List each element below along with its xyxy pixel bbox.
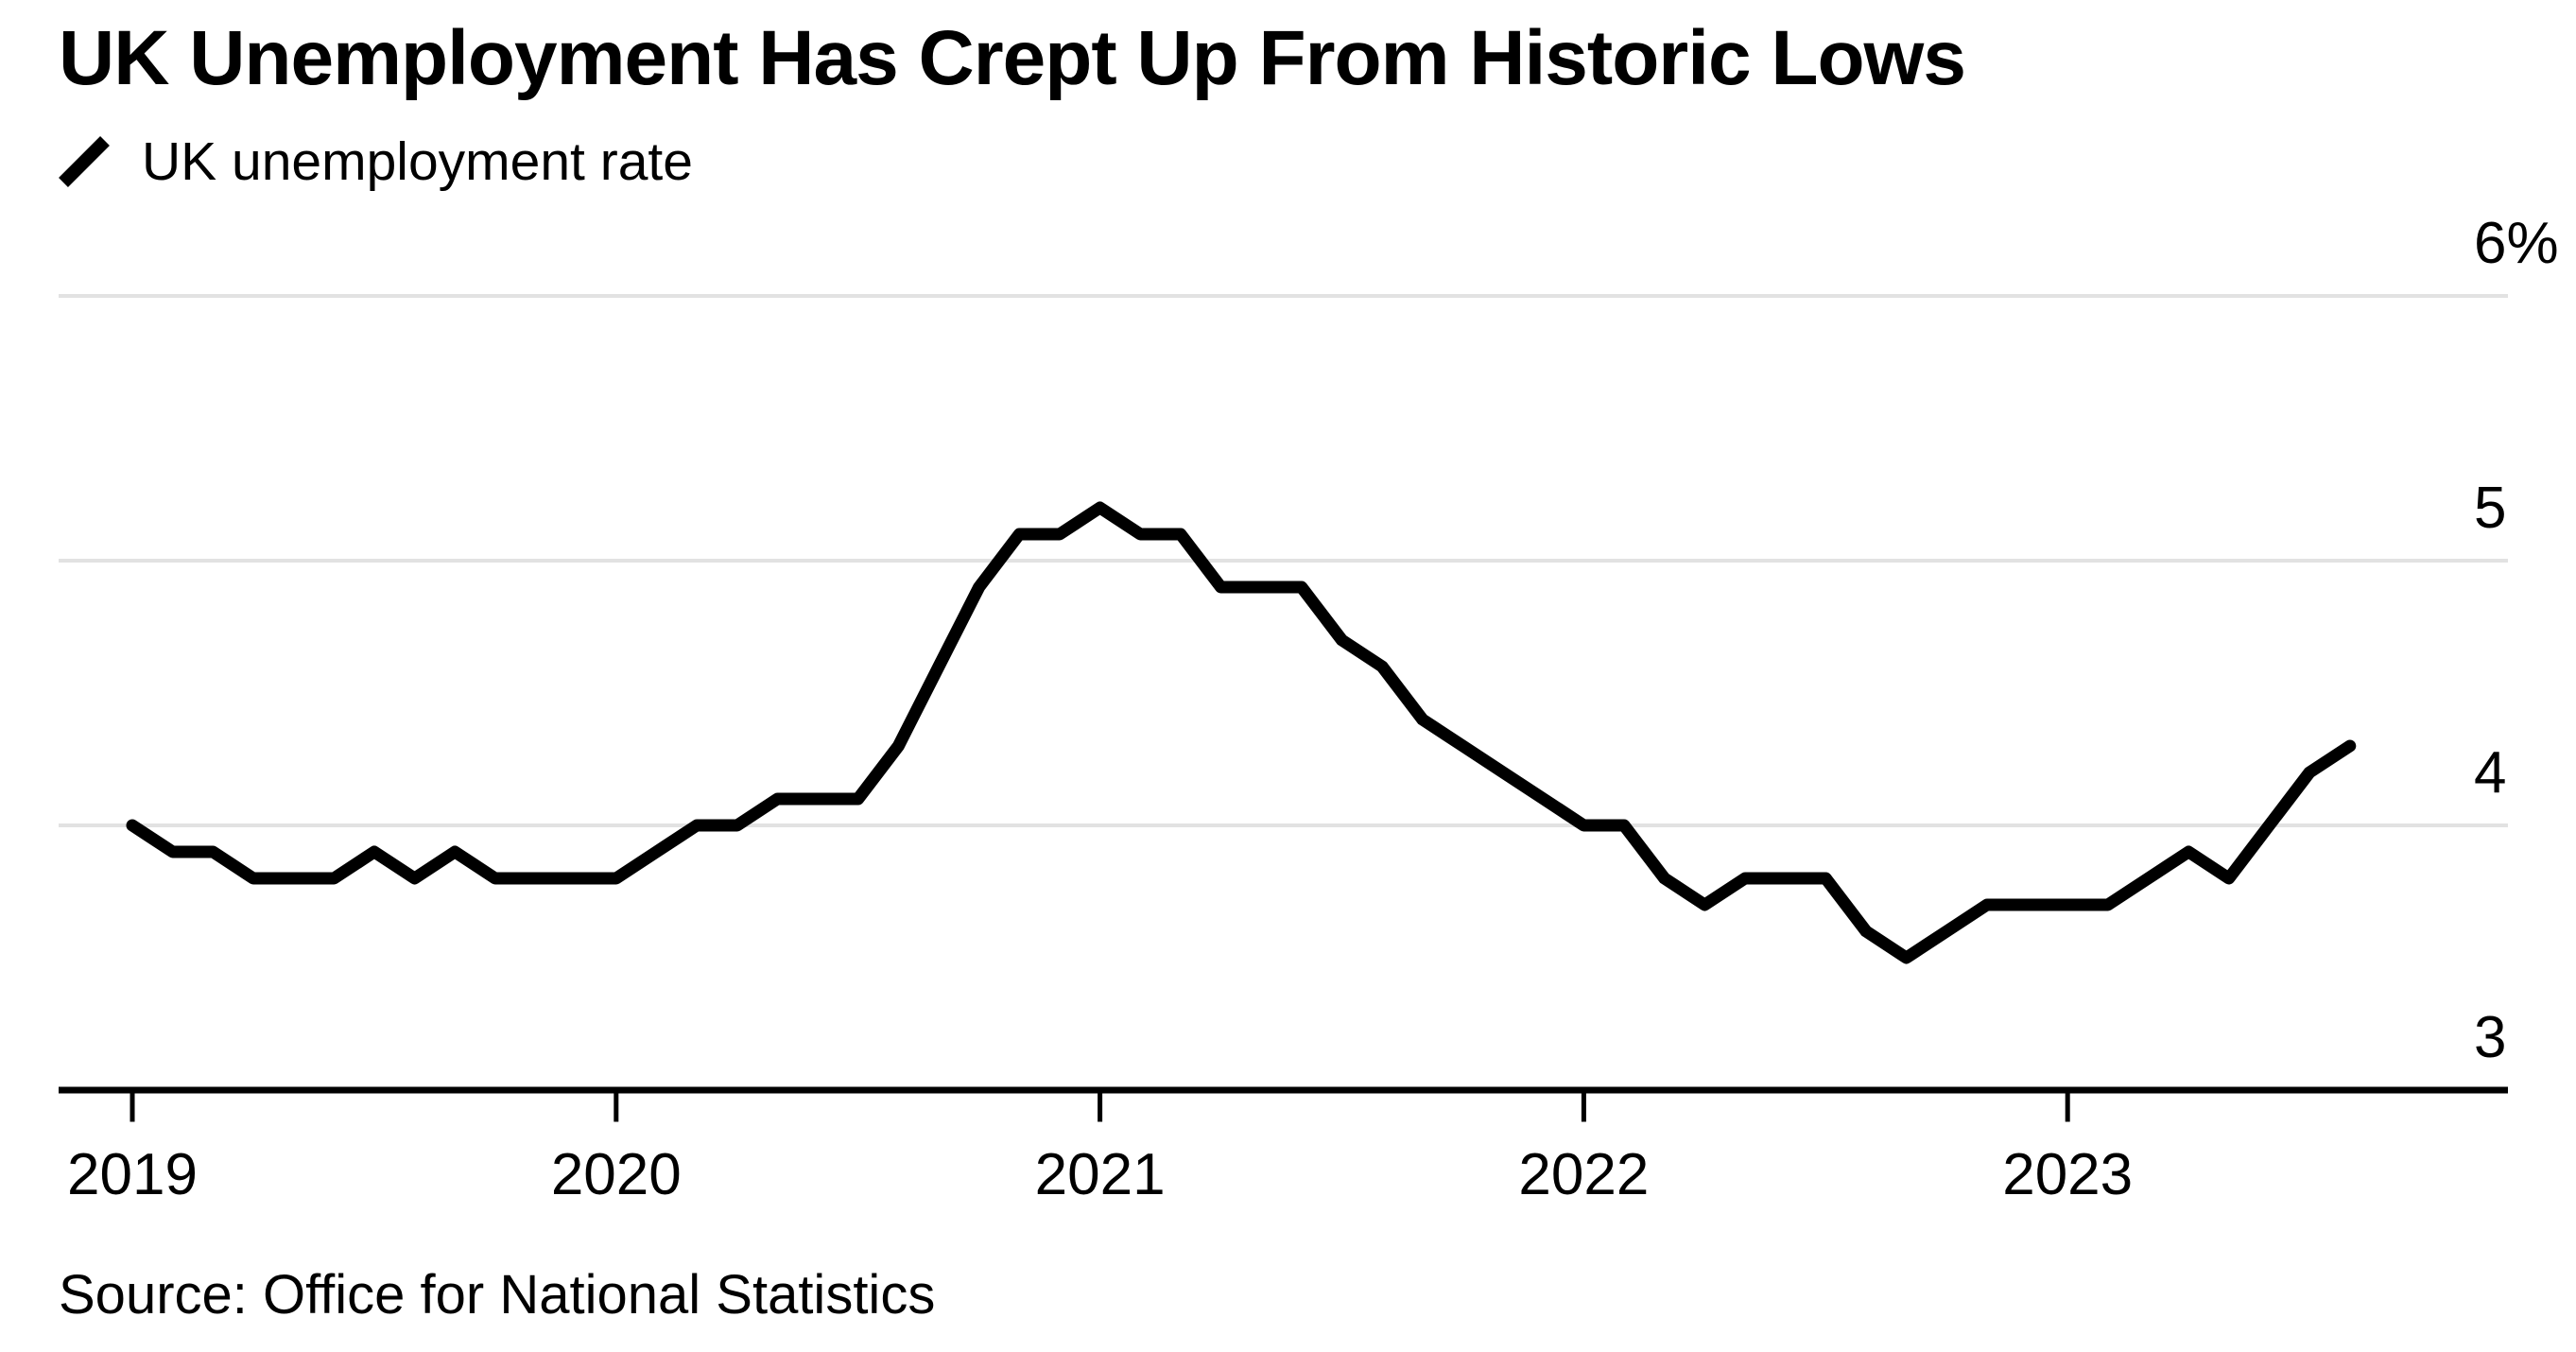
y-axis-label: 6% — [2474, 211, 2559, 276]
x-axis-label: 2020 — [551, 1142, 682, 1207]
legend-series-label: UK unemployment rate — [142, 130, 693, 192]
source-note: Source: Office for National Statistics — [59, 1264, 936, 1326]
y-axis-label: 5 — [2474, 476, 2506, 541]
legend-slash-icon — [59, 136, 110, 187]
y-axis-label: 3 — [2474, 1005, 2506, 1070]
x-axis-label: 2022 — [1518, 1142, 1649, 1207]
unemployment-rate-line — [126, 501, 2357, 964]
x-axis-label: 2021 — [1035, 1142, 1166, 1207]
chart-title: UK Unemployment Has Crept Up From Histor… — [59, 15, 1966, 101]
chart-legend: UK unemployment rate — [59, 132, 693, 191]
x-axis-label: 2019 — [67, 1142, 198, 1207]
x-axis-label: 2023 — [2002, 1142, 2133, 1207]
legend-slash-line — [59, 136, 110, 187]
y-axis-label: 4 — [2474, 740, 2506, 806]
